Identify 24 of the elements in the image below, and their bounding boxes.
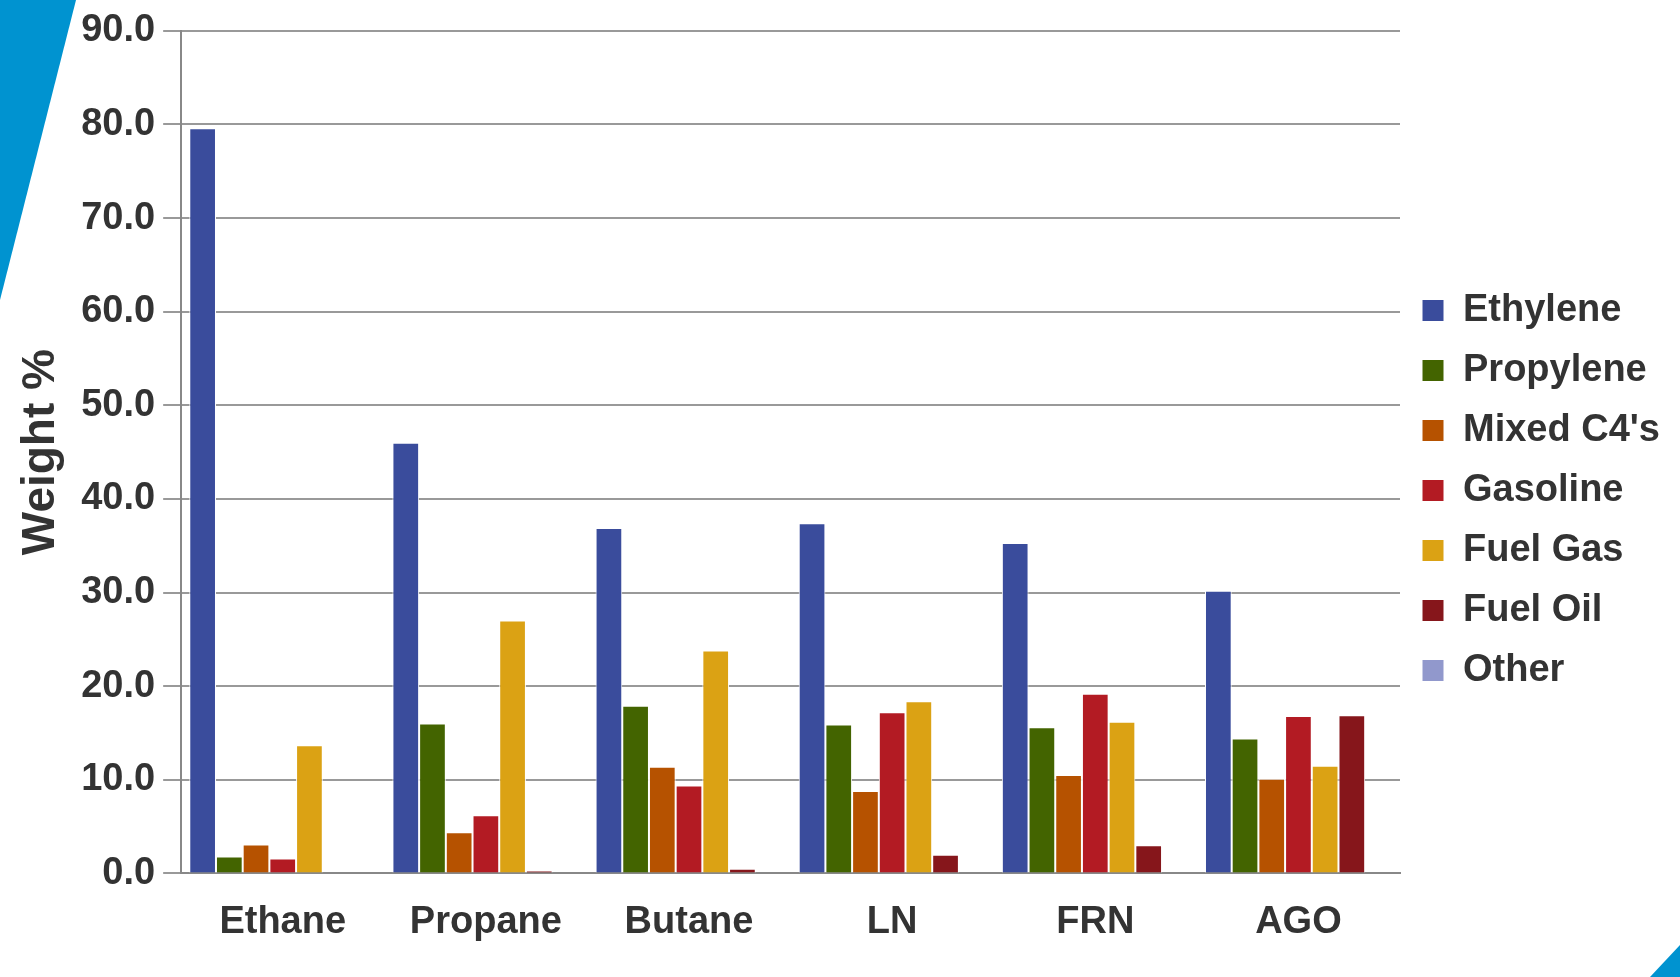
y-tick-label: 60.0 xyxy=(81,288,156,331)
y-axis-title: Weight % xyxy=(12,349,65,556)
x-tick-label: FRN xyxy=(1056,898,1135,941)
y-tick-label: 20.0 xyxy=(81,662,156,705)
y-tick-label: 10.0 xyxy=(81,756,156,799)
x-tick-label: Propane xyxy=(409,898,562,941)
x-tick-label: AGO xyxy=(1255,898,1342,941)
y-tick-label: 30.0 xyxy=(81,569,156,612)
y-tick-label: 80.0 xyxy=(81,100,156,143)
y-tick-label: 50.0 xyxy=(81,381,156,424)
legend-label: Ethylene xyxy=(1463,286,1622,329)
x-tick-label: LN xyxy=(866,898,918,941)
x-tick-label: Butane xyxy=(624,898,754,941)
legend-label: Fuel Oil xyxy=(1463,586,1603,629)
y-tick-label: 40.0 xyxy=(81,475,156,518)
y-tick-label: 70.0 xyxy=(81,194,156,237)
legend-label: Other xyxy=(1463,646,1565,689)
y-tick-label: 0.0 xyxy=(102,849,156,892)
legend-label: Gasoline xyxy=(1463,466,1624,509)
legend-label: Propylene xyxy=(1463,346,1647,389)
legend-label: Fuel Gas xyxy=(1463,526,1624,569)
y-tick-label: 90.0 xyxy=(81,7,156,50)
legend-label: Mixed C4's xyxy=(1463,406,1660,449)
x-tick-label: Ethane xyxy=(219,898,347,941)
